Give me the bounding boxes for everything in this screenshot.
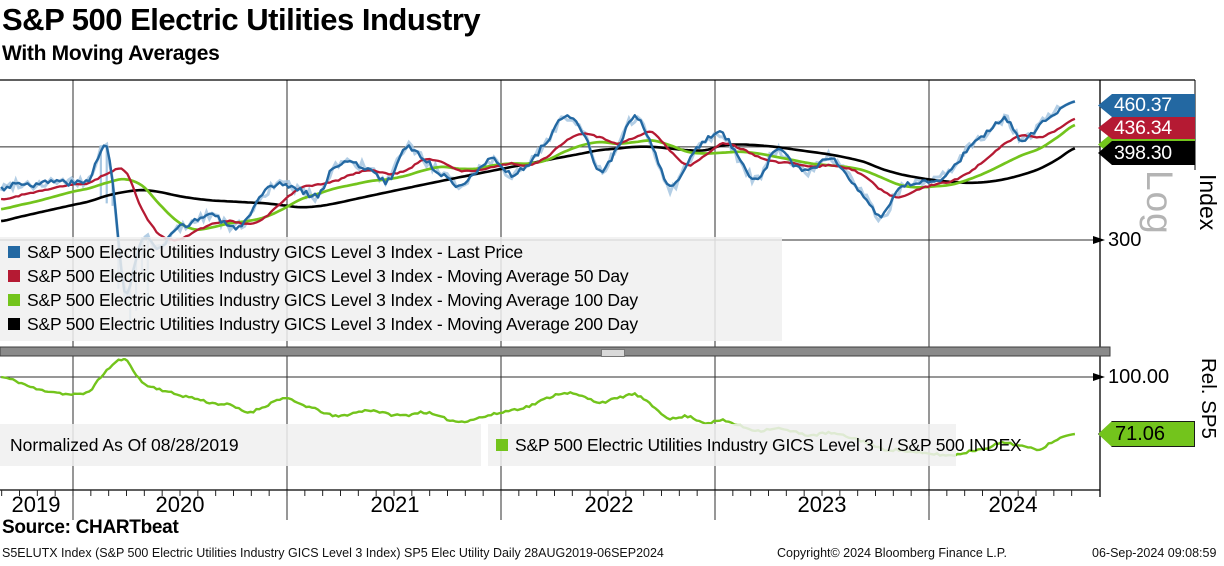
rel-sp5-axis-label: Rel. SP5 [1196,358,1220,439]
xtick-2021: 2021 [350,492,440,518]
xtick-2020: 2020 [135,492,225,518]
timestamp-text: 06-Sep-2024 09:08:59 [1092,546,1216,560]
ma50-swatch-icon [8,270,20,282]
ytick-100: 100.00 [1108,366,1169,389]
copyright-text: Copyright© 2024 Bloomberg Finance L.P. [777,546,1007,560]
last-price-badge: 460.37 [1098,94,1195,117]
legend-item-ma50[interactable]: S&P 500 Electric Utilities Industry GICS… [0,264,782,288]
ma100-swatch-icon [8,294,20,306]
legend-label: S&P 500 Electric Utilities Industry GICS… [515,435,1022,456]
legend-label: S&P 500 Electric Utilities Industry GICS… [27,314,638,335]
last-price-swatch-icon [8,246,20,258]
xtick-2023: 2023 [777,492,867,518]
badge-value: 436.34 [1114,117,1172,140]
index-axis-label: Index [1194,174,1221,230]
legend-item-last-price[interactable]: S&P 500 Electric Utilities Industry GICS… [0,240,782,264]
legend-item-ma100[interactable]: S&P 500 Electric Utilities Industry GICS… [0,288,782,312]
legend-label: S&P 500 Electric Utilities Industry GICS… [27,290,638,311]
ma200-price-badge: 398.30 [1098,141,1195,165]
legend-item-ma200[interactable]: S&P 500 Electric Utilities Industry GICS… [0,312,782,336]
xtick-2022: 2022 [564,492,654,518]
ytick-300: 300 [1108,229,1141,252]
source-line: Source: CHARTbeat [2,517,178,539]
bloomberg-chart-window: S&P 500 Electric Utilities Industry With… [0,0,1224,566]
relative-value-badge: 71.06 [1098,421,1195,447]
log-scale-label[interactable]: Log [1138,170,1180,235]
normalized-note: Normalized As Of 08/28/2019 [0,424,481,466]
ma50-price-badge: 436.34 [1098,117,1195,139]
price-panel-legend: S&P 500 Electric Utilities Industry GICS… [0,237,782,341]
panel-splitter-handle[interactable] [601,349,625,357]
badge-value: 71.06 [1115,423,1165,446]
xtick-2019: 2019 [0,492,81,518]
security-description: S5ELUTX Index (S&P 500 Electric Utilitie… [2,546,664,560]
relative-legend-item[interactable]: S&P 500 Electric Utilities Industry GICS… [488,424,956,466]
legend-label: S&P 500 Electric Utilities Industry GICS… [27,266,628,287]
normalized-note-text: Normalized As Of 08/28/2019 [0,435,239,456]
legend-label: S&P 500 Electric Utilities Industry GICS… [27,242,523,263]
badge-value: 398.30 [1114,142,1172,165]
relative-swatch-icon [496,439,508,451]
badge-value: 460.37 [1114,94,1172,117]
ma200-swatch-icon [8,318,20,330]
xtick-2024: 2024 [968,492,1058,518]
